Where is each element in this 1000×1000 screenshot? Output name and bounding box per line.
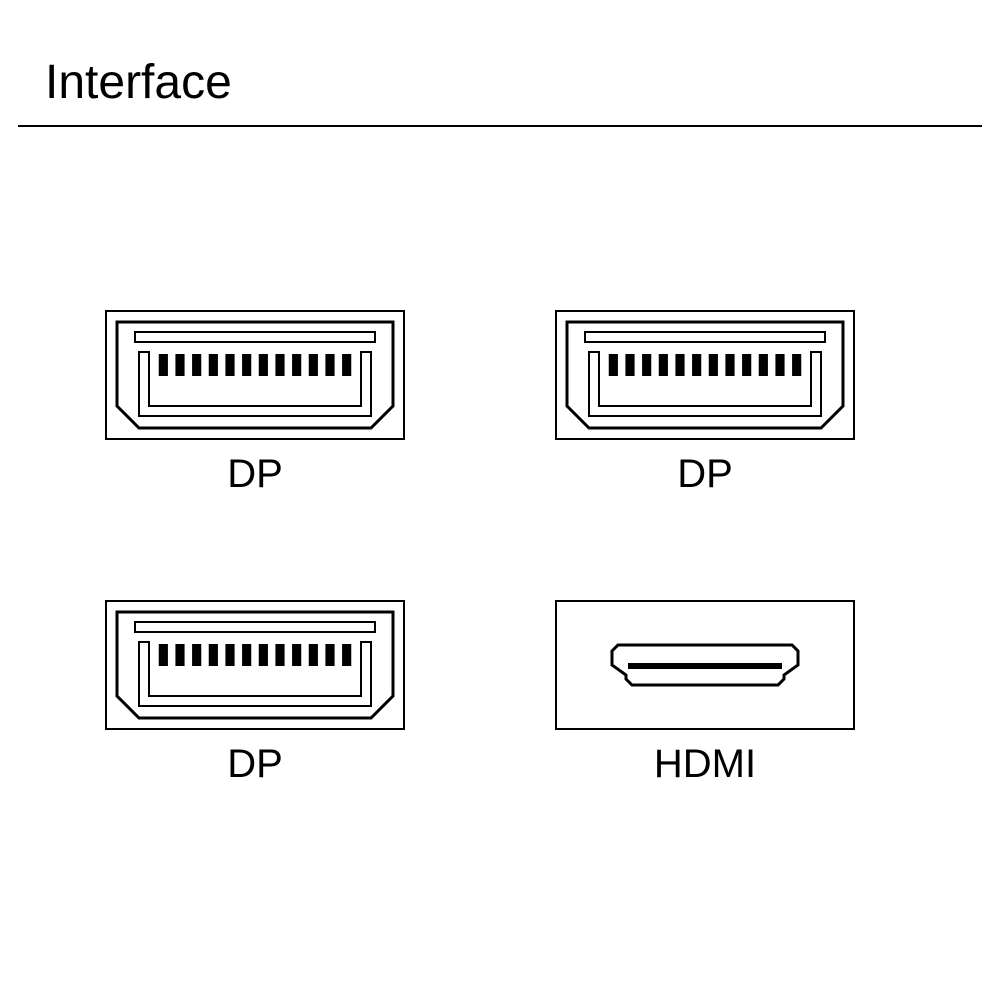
section-underline (18, 125, 982, 127)
hdmi-port-icon (555, 600, 855, 730)
section-title: Interface (45, 55, 232, 110)
page: Interface DP DP DP (0, 0, 1000, 1000)
port-dp-1: DP (105, 310, 405, 497)
port-label: DP (105, 742, 405, 787)
port-dp-2: DP (555, 310, 855, 497)
port-label: HDMI (555, 742, 855, 787)
port-label: DP (105, 452, 405, 497)
dp-port-icon (555, 310, 855, 440)
port-dp-3: DP (105, 600, 405, 787)
dp-port-icon (105, 600, 405, 730)
port-label: DP (555, 452, 855, 497)
port-hdmi: HDMI (555, 600, 855, 787)
dp-port-icon (105, 310, 405, 440)
